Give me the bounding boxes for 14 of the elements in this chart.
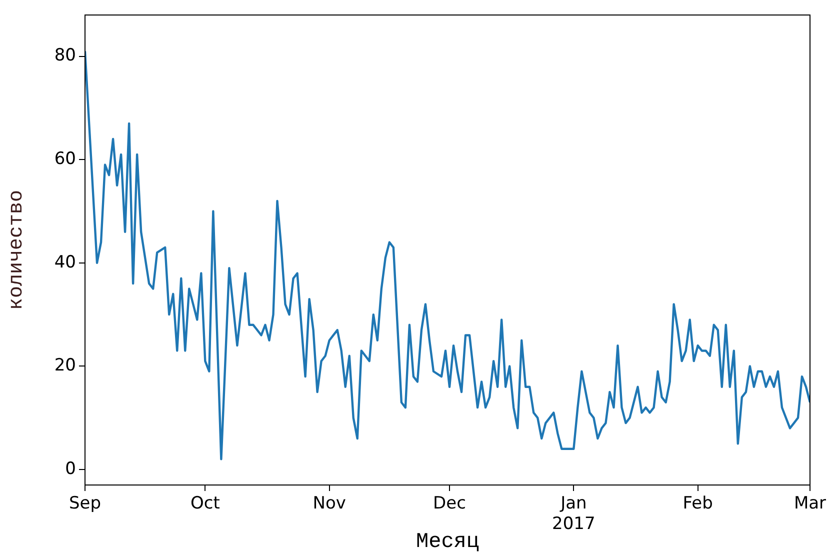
y-axis-title: количество <box>5 190 28 310</box>
x-tick-label: Mar <box>794 494 826 514</box>
y-tick-label: 60 <box>54 149 76 170</box>
y-tick-label: 80 <box>54 46 76 66</box>
x-axis-title: Месяц <box>416 530 480 554</box>
x-tick-label: Jan 2017 <box>552 494 596 534</box>
y-tick-label: 0 <box>65 458 76 479</box>
x-tick-label: Feb <box>682 494 713 514</box>
x-tick-label: Nov <box>312 494 346 514</box>
x-tick-label: Oct <box>190 494 220 514</box>
x-tick-label: Dec <box>433 494 466 514</box>
y-tick-label: 40 <box>54 252 76 272</box>
x-tick-label: Sep <box>68 494 102 514</box>
y-tick-label: 20 <box>54 356 76 376</box>
